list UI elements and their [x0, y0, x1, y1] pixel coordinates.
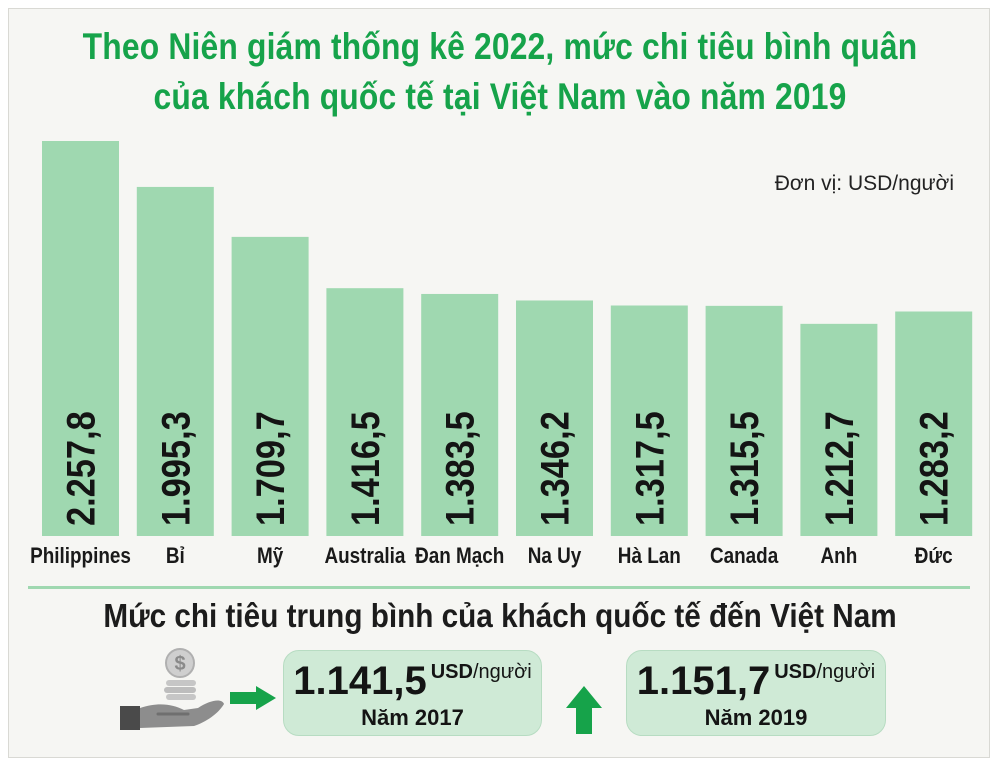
category-label-7: Canada [710, 544, 779, 569]
category-label-2: Mỹ [257, 544, 284, 569]
year-2019: Năm 2019 [704, 705, 808, 730]
bar-chart: 2.257,8 Philippines 1.995,3 Bỉ 1.709,7 Mỹ 1.41… [30, 141, 973, 569]
bar-value-label-7: 1.315,5 [722, 411, 767, 526]
bar-5 [516, 300, 593, 536]
bar-value-label-2: 1.709,7 [248, 411, 293, 526]
year-2017: Năm 2017 [361, 705, 464, 730]
bar-3 [326, 288, 404, 536]
category-label-4: Đan Mạch [415, 544, 504, 569]
svg-text:$: $ [174, 653, 185, 675]
money-hand-icon: $ [120, 648, 224, 730]
bar-value-label-9: 1.283,2 [911, 411, 956, 526]
value-2017: 1.141,5 [293, 659, 427, 703]
category-label-6: Hà Lan [618, 544, 681, 569]
bar-value-label-1: 1.995,3 [153, 411, 198, 526]
bar-7 [705, 305, 783, 536]
unit-rest-2017: /người [472, 661, 532, 683]
category-label-9: Đức [915, 544, 953, 569]
title-line-1: Theo Niên giám thống kê 2022, mức chi ti… [82, 26, 918, 67]
bar-9 [895, 311, 973, 536]
summary-title: Mức chi tiêu trung bình của khách quốc t… [103, 597, 897, 634]
bar-value-label-5: 1.346,2 [532, 411, 577, 526]
arrow-right-icon [230, 686, 276, 710]
section-divider [28, 586, 970, 589]
bar-value-label-8: 1.212,7 [816, 411, 861, 526]
chart-title: Theo Niên giám thống kê 2022, mức chi ti… [70, 22, 930, 122]
category-label-8: Anh [821, 544, 858, 569]
category-label-5: Na Uy [528, 544, 582, 569]
unit-main-2019: USD [774, 661, 817, 683]
bar-value-label-3: 1.416,5 [342, 411, 387, 526]
category-label-3: Australia [324, 544, 405, 569]
unit-main-2017: USD [430, 661, 473, 683]
bar-4 [421, 293, 499, 536]
unit-label: Đơn vị: USD/người [774, 172, 954, 195]
bar-value-label-0: 2.257,8 [58, 411, 103, 526]
bar-0 [42, 141, 119, 536]
bar-8 [800, 323, 878, 536]
category-label-1: Bỉ [166, 544, 185, 569]
bar-2 [231, 236, 309, 536]
category-label-0: Philippines [30, 544, 131, 569]
bar-6 [610, 305, 688, 536]
bar-value-label-6: 1.317,5 [627, 411, 672, 526]
bar-1 [136, 186, 214, 536]
bar-value-label-4: 1.383,5 [437, 411, 482, 526]
value-2019: 1.151,7 [636, 659, 771, 703]
arrow-up-icon [566, 686, 602, 734]
unit-rest-2019: /người [816, 661, 876, 683]
title-line-2: của khách quốc tế tại Việt Nam vào năm 2… [153, 76, 847, 117]
summary-box-2017: 1.141,5 USD/người Năm 2017 [283, 650, 542, 736]
summary-box-2019: 1.151,7 USD/người Năm 2019 [626, 650, 886, 736]
